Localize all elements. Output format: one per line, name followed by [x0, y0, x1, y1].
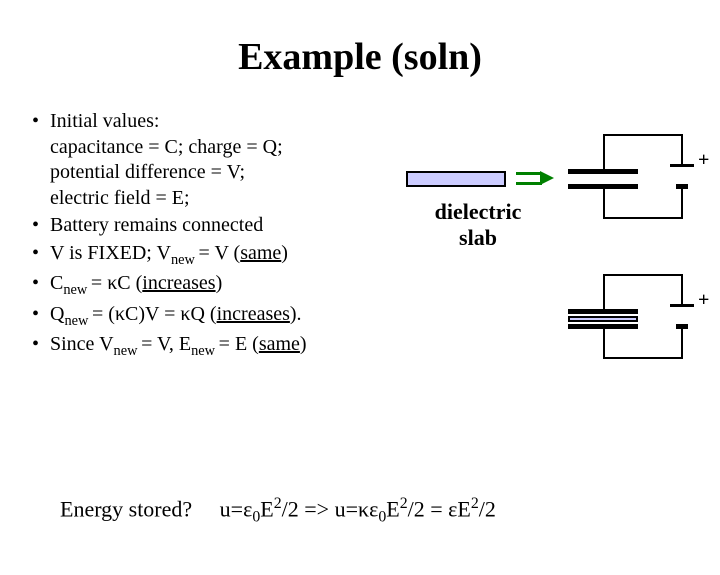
eq2d: 2 [400, 495, 408, 512]
batt1-plus: + [698, 149, 709, 172]
content-row: Initial values: capacitance = C; charge … [0, 109, 720, 363]
eq1d: 2 [274, 495, 282, 512]
cap1-top-plate [568, 169, 638, 174]
energy-line: Energy stored? u=ε0E2/2 => u=κε0E2/2 = ε… [60, 495, 496, 527]
bullet-1-l2: capacitance = C; charge = Q; [50, 136, 283, 158]
cap2-slab [568, 316, 638, 322]
b3-post: = V ( [199, 242, 241, 264]
eq1c: E [260, 496, 273, 521]
eq2a: u=κε [335, 496, 379, 521]
b4-mid: = κC ( [91, 272, 142, 294]
bullet-2: Battery remains connected [28, 213, 398, 239]
wire1-bot-down [603, 189, 605, 219]
b6-mid: = V, E [141, 333, 191, 355]
b4-pre: C [50, 272, 63, 294]
batt2-long [670, 304, 694, 307]
wire1-bot-right [603, 217, 683, 219]
wire2-right-down1 [681, 274, 683, 304]
slab-label: dielectric slab [418, 199, 538, 251]
bullet-1-l1: Initial values: [50, 110, 159, 132]
bullet-3: V is FIXED; Vnew = V (same) [28, 241, 398, 269]
b6-under: same [259, 333, 300, 355]
slab-label-l1: dielectric [435, 199, 522, 224]
eq-arrow: => [304, 496, 334, 521]
b6-pre: Since V [50, 333, 114, 355]
eq1a: u=ε [220, 496, 253, 521]
wire1-top-down [603, 134, 605, 169]
eq2f: 2 [471, 495, 479, 512]
wire2-bot-right [603, 357, 683, 359]
bullet-6: Since Vnew = V, Enew = E (same) [28, 332, 398, 360]
wire2-right-down2 [681, 329, 683, 359]
batt2-plus: + [698, 289, 709, 312]
wire2-top-right [603, 274, 683, 276]
b3-sub: new [171, 252, 199, 268]
b5-mid: = (κC)V = κQ ( [92, 303, 217, 325]
bullet-4: Cnew = κC (increases) [28, 271, 398, 299]
slab-label-l2: slab [459, 225, 497, 250]
bullet-1-l4: electric field = E; [50, 187, 190, 209]
diagrams: + dielectric slab + [398, 109, 692, 363]
b4-close: ) [216, 272, 223, 294]
b4-sub: new [63, 282, 91, 298]
b4-under: increases [142, 272, 215, 294]
b3-pre: V is FIXED; V [50, 242, 171, 264]
b6-post: = E ( [219, 333, 259, 355]
eq2c: E [386, 496, 399, 521]
slide-title: Example (soln) [0, 35, 720, 79]
b5-close: ). [290, 303, 302, 325]
wire2-bot-down [603, 329, 605, 359]
b3-close: ) [281, 242, 288, 264]
wire1-right-down1 [681, 134, 683, 164]
eq2e: /2 = εE [408, 496, 471, 521]
b5-sub: new [64, 313, 92, 329]
b5-pre: Q [50, 303, 64, 325]
b5-under: increases [217, 303, 290, 325]
eq1e: /2 [282, 496, 299, 521]
eq2g: /2 [479, 496, 496, 521]
b6-close: ) [300, 333, 307, 355]
bullet-1-l3: potential difference = V; [50, 161, 245, 183]
bullet-5: Qnew = (κC)V = κQ (increases). [28, 302, 398, 330]
bullet-list: Initial values: capacitance = C; charge … [28, 109, 398, 363]
b3-under: same [240, 242, 281, 264]
b6-sub1: new [114, 343, 142, 359]
batt1-long [670, 164, 694, 167]
batt2-short [676, 324, 688, 329]
cap2-top-plate [568, 309, 638, 314]
wire2-top-down [603, 274, 605, 309]
wire1-top-right [603, 134, 683, 136]
energy-q: Energy stored? [60, 496, 192, 521]
b6-sub2: new [191, 343, 219, 359]
bullet-1: Initial values: capacitance = C; charge … [28, 109, 398, 211]
wire1-right-down2 [681, 189, 683, 219]
dielectric-slab [406, 171, 506, 187]
batt1-short [676, 184, 688, 189]
